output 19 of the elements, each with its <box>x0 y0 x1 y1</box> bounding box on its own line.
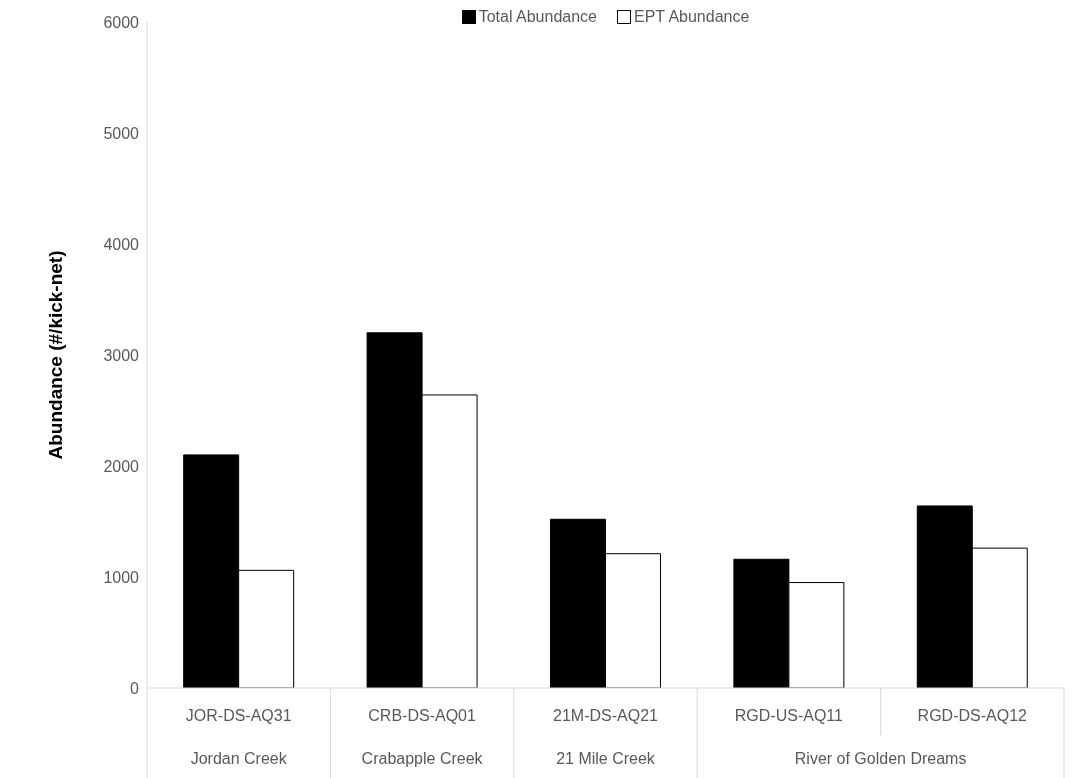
y-tick-label: 6000 <box>103 13 140 31</box>
y-tick-label: 5000 <box>103 124 140 142</box>
text: River of Golden Dreams <box>793 750 968 768</box>
legend-label: Total Abundance <box>477 8 597 26</box>
legend-label: EPT Abundance <box>633 8 750 26</box>
y-tick-label: 2000 <box>103 457 140 475</box>
y-axis-title: Abundance (#/kick-net) <box>44 250 66 460</box>
text: 21 Mile Creek <box>555 750 656 768</box>
y-tick-label: 1000 <box>103 568 140 586</box>
x-tick-label: RGD-US-AQ11 <box>734 707 844 725</box>
x-tick-label: 21M-DS-AQ21 <box>553 707 659 725</box>
y-tick-label: 0 <box>130 679 140 697</box>
text: Jordan Creek <box>189 750 288 768</box>
x-tick-label: CRB-DS-AQ01 <box>368 707 476 725</box>
text: Crabapple Creek <box>360 750 484 768</box>
y-tick-label: 3000 <box>103 346 140 364</box>
y-tick-label: 4000 <box>103 235 140 253</box>
x-tick-label: JOR-DS-AQ31 <box>185 707 292 725</box>
x-tick-label: RGD-DS-AQ12 <box>917 707 1028 725</box>
